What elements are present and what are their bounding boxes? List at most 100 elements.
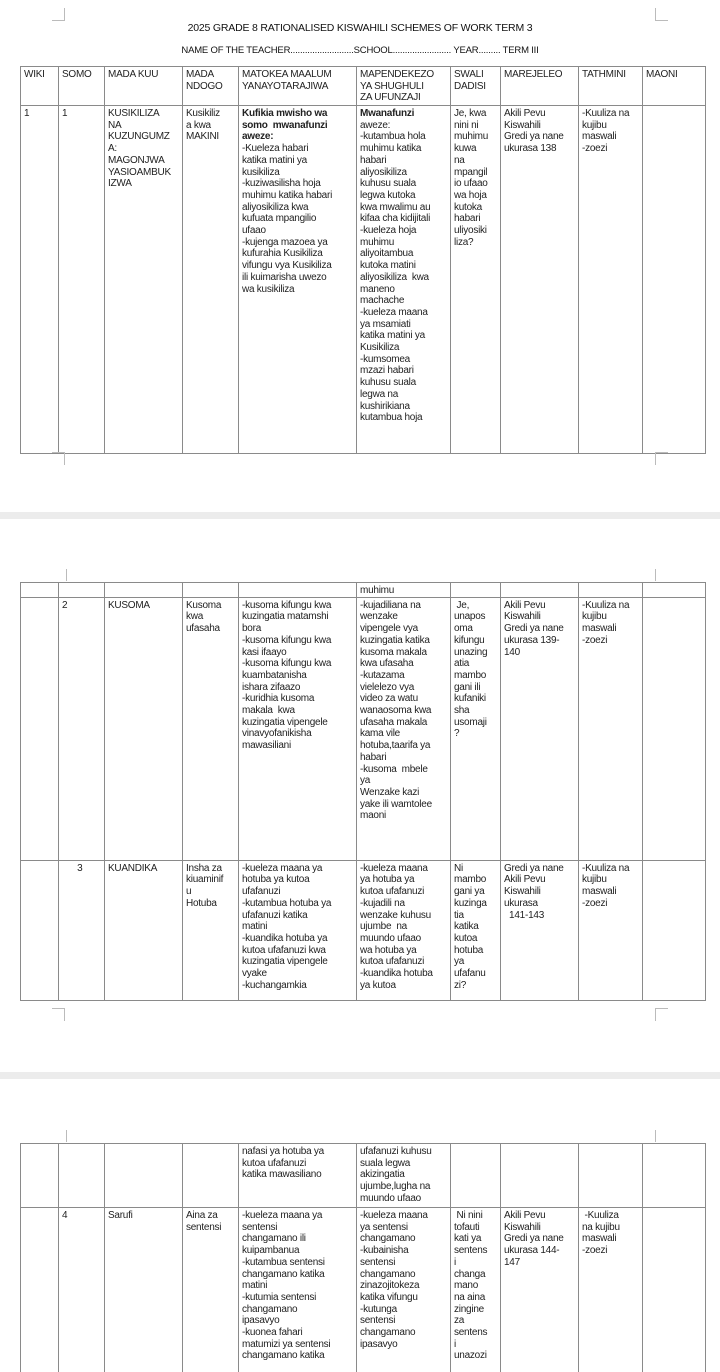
cell-mapendekezo: ufafanuzi kuhusu suala legwa akizingatia… xyxy=(356,1143,451,1208)
header-matokea: MATOKEA MAALUM YANAYOTARAJIWA xyxy=(238,66,357,106)
cell-wiki xyxy=(20,859,59,1001)
cell-mapendekezo: -kujadiliana na wenzake vipengele vya ku… xyxy=(356,596,451,861)
cell-tathmini: -Kuuliza na kujibu maswali -zoezi xyxy=(578,596,643,861)
cell-mapendekezo: Mwanafunzi aweze: -kutambua hola muhimu … xyxy=(356,105,451,454)
cell-maoni xyxy=(642,105,706,454)
cell-mada-kuu xyxy=(104,1143,183,1208)
corner-mark xyxy=(52,452,65,465)
header-somo: SOMO xyxy=(58,66,105,106)
header-tathmini: TATHMINI xyxy=(578,66,643,106)
corner-mark xyxy=(655,1008,668,1021)
cell-mapendekezo: muhimu xyxy=(356,582,451,598)
cell-swali-dadisi: Je, unapos oma kifungu unazing atia mamb… xyxy=(450,596,501,861)
cell-text: aweze: -kutambua hola muhimu katika haba… xyxy=(360,119,431,424)
cell-tathmini xyxy=(578,1143,643,1208)
cell-mada-kuu: KUSOMA xyxy=(104,596,183,861)
page-1: 2025 GRADE 8 RATIONALISED KISWAHILI SCHE… xyxy=(0,0,720,512)
table-row: 4 Sarufi Aina za sentensi -kueleza maana ya… xyxy=(20,1207,706,1372)
cell-tathmini xyxy=(578,582,643,598)
document-title: 2025 GRADE 8 RATIONALISED KISWAHILI SCHE… xyxy=(187,22,533,34)
header-swali-dadisi: SWALI DADISI xyxy=(450,66,501,106)
page-2: muhimu 2 KUSOMA Kusoma kwa ufasaha -kusoma k… xyxy=(0,519,720,1072)
cell-mada-ndogo xyxy=(182,582,239,598)
cell-swali-dadisi: Ni mambo gani ya kuzinga tia katika kuto… xyxy=(450,859,501,1001)
cell-maoni xyxy=(642,1143,706,1208)
cell-mada-ndogo: Kusoma kwa ufasaha xyxy=(182,596,239,861)
header-mada-kuu: MADA KUU xyxy=(104,66,183,106)
cell-maoni xyxy=(642,596,706,861)
cell-wiki xyxy=(20,596,59,861)
cell-marejeleo xyxy=(500,1143,579,1208)
cell-marejeleo: Akili Pevu Kiswahili Gredi ya nane ukura… xyxy=(500,596,579,861)
scheme-table: nafasi ya hotuba ya kutoa ufafanuzi kati… xyxy=(20,1143,706,1372)
cell-swali-dadisi xyxy=(450,1143,501,1208)
cell-marejeleo: Akili Pevu Kiswahili Gredi ya nane ukura… xyxy=(500,1207,579,1372)
scheme-table: muhimu 2 KUSOMA Kusoma kwa ufasaha -kusoma k… xyxy=(20,582,706,1001)
cell-wiki xyxy=(20,582,59,598)
cell-somo: 2 xyxy=(58,596,105,861)
corner-mark xyxy=(54,569,67,581)
cell-matokea: -kusoma kifungu kwa kuzingatia matamshi … xyxy=(238,596,357,861)
cell-somo: 4 xyxy=(58,1207,105,1372)
header-mada-ndogo: MADA NDOGO xyxy=(182,66,239,106)
table-row: 1 1 KUSIKILIZA NA KUZUNGUMZ A: MAGONJWA YA… xyxy=(20,105,706,454)
cell-tathmini: -Kuuliza na kujibu maswali -zoezi xyxy=(578,1207,643,1372)
corner-mark xyxy=(52,8,65,21)
cell-matokea: -kueleza maana ya hotuba ya kutoa ufafan… xyxy=(238,859,357,1001)
cell-tathmini: -Kuuliza na kujibu maswali -zoezi xyxy=(578,859,643,1001)
document-subtitle: NAME OF THE TEACHER.....................… xyxy=(181,45,539,56)
cell-wiki xyxy=(20,1207,59,1372)
table-row: 2 KUSOMA Kusoma kwa ufasaha -kusoma kifungu… xyxy=(20,596,706,861)
cell-somo xyxy=(58,1143,105,1208)
cell-maoni xyxy=(642,859,706,1001)
header-wiki: WIKI xyxy=(20,66,59,106)
cell-matokea: Kufikia mwisho wa somo mwanafunzi aweze:… xyxy=(238,105,357,454)
cell-mada-kuu: KUSIKILIZA NA KUZUNGUMZ A: MAGONJWA YASI… xyxy=(104,105,183,454)
cell-bold-intro: Mwanafunzi xyxy=(360,108,415,119)
cell-swali-dadisi: Ni nini tofauti kati ya sentens i changa… xyxy=(450,1207,501,1372)
corner-mark xyxy=(655,569,668,581)
cell-tathmini: -Kuuliza na kujibu maswali -zoezi xyxy=(578,105,643,454)
page-separator xyxy=(0,1072,720,1079)
table-row: muhimu xyxy=(20,582,706,598)
cell-swali-dadisi: Je, kwa nini ni muhimu kuwa na mpangil i… xyxy=(450,105,501,454)
cell-marejeleo: Gredi ya nane Akili Pevu Kiswahili ukura… xyxy=(500,859,579,1001)
cell-mada-ndogo: Insha za kiuaminif u Hotuba xyxy=(182,859,239,1001)
cell-matokea: nafasi ya hotuba ya kutoa ufafanuzi kati… xyxy=(238,1143,357,1208)
cell-maoni xyxy=(642,1207,706,1372)
page-separator xyxy=(0,512,720,519)
cell-mada-ndogo: Aina za sentensi xyxy=(182,1207,239,1372)
cell-mada-kuu xyxy=(104,582,183,598)
cell-wiki: 1 xyxy=(20,105,59,454)
page-3: nafasi ya hotuba ya kutoa ufafanuzi kati… xyxy=(0,1079,720,1372)
cell-mada-kuu: Sarufi xyxy=(104,1207,183,1372)
cell-maoni xyxy=(642,582,706,598)
cell-mapendekezo: -kueleza maana ya sentensi changamano -k… xyxy=(356,1207,451,1372)
cell-somo: 3 xyxy=(58,859,105,1001)
table-row: 3 KUANDIKA Insha za kiuaminif u Hotuba -kue… xyxy=(20,859,706,1001)
header-mapendekezo: MAPENDEKEZO YA SHUGHULI ZA UFUNZAJI xyxy=(356,66,451,106)
cell-text: -Kueleza habari katika matini ya kusikil… xyxy=(242,143,333,295)
header-marejeleo: MAREJELEO xyxy=(500,66,579,106)
table-row: nafasi ya hotuba ya kutoa ufafanuzi kati… xyxy=(20,1143,706,1208)
scheme-table: WIKI SOMO MADA KUU MADA NDOGO MATOKEA MAALUM… xyxy=(20,66,706,454)
cell-matokea xyxy=(238,582,357,598)
cell-somo xyxy=(58,582,105,598)
cell-mada-ndogo xyxy=(182,1143,239,1208)
table-header-row: WIKI SOMO MADA KUU MADA NDOGO MATOKEA MAALUM… xyxy=(20,66,706,106)
corner-mark xyxy=(655,452,668,465)
corner-mark xyxy=(52,1008,65,1021)
corner-mark xyxy=(655,8,668,21)
cell-mapendekezo: -kueleza maana ya hotuba ya kutoa ufafan… xyxy=(356,859,451,1001)
corner-mark xyxy=(54,1130,67,1142)
cell-wiki xyxy=(20,1143,59,1208)
cell-marejeleo xyxy=(500,582,579,598)
cell-somo: 1 xyxy=(58,105,105,454)
header-maoni: MAONI xyxy=(642,66,706,106)
cell-mada-ndogo: Kusikiliz a kwa MAKINI xyxy=(182,105,239,454)
cell-swali-dadisi xyxy=(450,582,501,598)
cell-bold-intro: Kufikia mwisho wa somo mwanafunzi aweze: xyxy=(242,108,328,143)
cell-marejeleo: Akili Pevu Kiswahili Gredi ya nane ukura… xyxy=(500,105,579,454)
corner-mark xyxy=(655,1130,668,1142)
cell-matokea: -kueleza maana ya sentensi changamano il… xyxy=(238,1207,357,1372)
